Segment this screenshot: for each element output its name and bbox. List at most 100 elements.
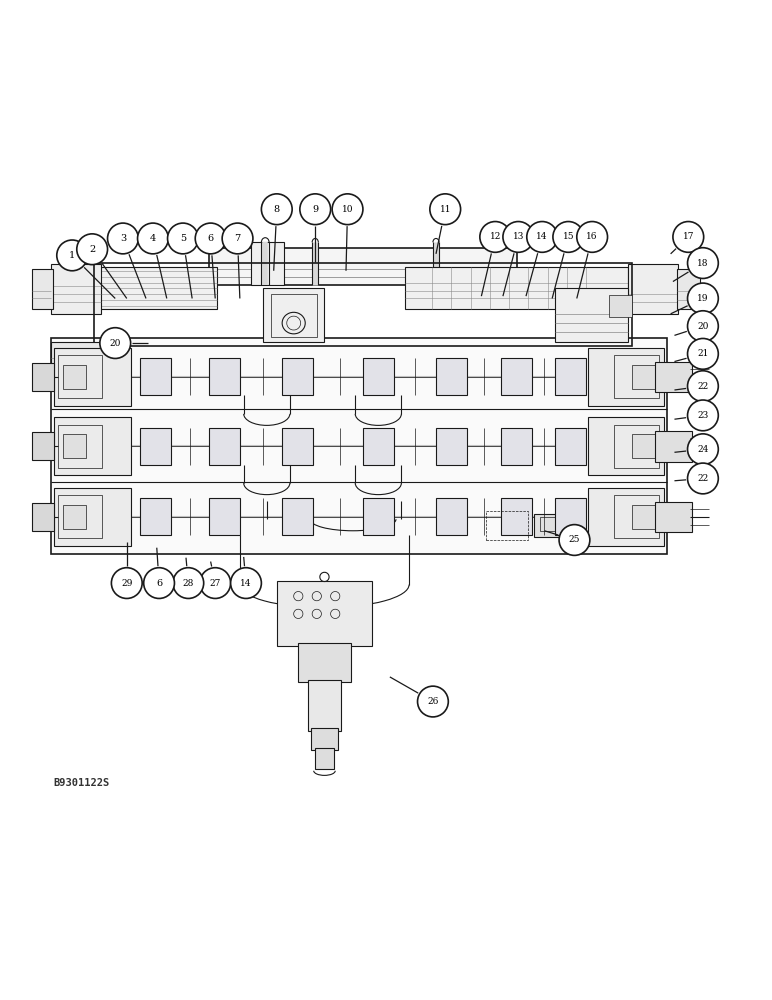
FancyBboxPatch shape [665, 363, 686, 391]
Circle shape [688, 463, 718, 494]
Text: 10: 10 [342, 205, 354, 214]
FancyBboxPatch shape [209, 248, 516, 285]
FancyBboxPatch shape [501, 498, 532, 535]
Text: 14: 14 [537, 232, 548, 241]
FancyBboxPatch shape [655, 431, 692, 462]
FancyBboxPatch shape [555, 288, 628, 342]
FancyBboxPatch shape [677, 269, 700, 309]
Circle shape [222, 223, 253, 254]
FancyBboxPatch shape [32, 432, 54, 460]
Circle shape [144, 568, 174, 598]
FancyBboxPatch shape [52, 264, 101, 314]
Text: 23: 23 [697, 411, 709, 420]
Text: 14: 14 [240, 579, 252, 588]
Text: 22: 22 [697, 382, 709, 391]
FancyBboxPatch shape [282, 498, 313, 535]
FancyBboxPatch shape [436, 428, 467, 465]
Circle shape [173, 568, 204, 598]
FancyBboxPatch shape [52, 338, 667, 554]
Text: 18: 18 [697, 259, 709, 268]
FancyBboxPatch shape [587, 417, 665, 475]
Text: 6: 6 [156, 579, 162, 588]
Circle shape [688, 338, 718, 369]
FancyBboxPatch shape [54, 417, 130, 475]
FancyBboxPatch shape [277, 581, 372, 646]
Text: 12: 12 [489, 232, 501, 241]
Text: 19: 19 [697, 294, 709, 303]
Text: 5: 5 [180, 234, 186, 243]
Circle shape [503, 222, 533, 252]
Circle shape [688, 371, 718, 402]
FancyBboxPatch shape [587, 348, 665, 406]
Circle shape [527, 222, 557, 252]
Text: 15: 15 [563, 232, 574, 241]
FancyBboxPatch shape [209, 358, 240, 395]
FancyBboxPatch shape [252, 242, 283, 285]
Text: 2: 2 [89, 245, 95, 254]
FancyBboxPatch shape [363, 358, 394, 395]
Text: 1: 1 [69, 251, 76, 260]
FancyBboxPatch shape [140, 428, 171, 465]
FancyBboxPatch shape [501, 428, 532, 465]
Text: 20: 20 [110, 339, 121, 348]
FancyBboxPatch shape [555, 358, 586, 395]
Text: 3: 3 [120, 234, 126, 243]
Circle shape [577, 222, 608, 252]
FancyBboxPatch shape [436, 498, 467, 535]
FancyBboxPatch shape [140, 498, 171, 535]
FancyBboxPatch shape [140, 358, 171, 395]
Text: 11: 11 [439, 205, 451, 214]
Text: 9: 9 [312, 205, 318, 214]
FancyBboxPatch shape [63, 365, 86, 389]
Circle shape [430, 194, 461, 225]
FancyBboxPatch shape [63, 505, 86, 529]
FancyBboxPatch shape [436, 358, 467, 395]
FancyBboxPatch shape [54, 348, 130, 406]
FancyBboxPatch shape [315, 748, 334, 769]
FancyBboxPatch shape [209, 498, 240, 535]
Circle shape [688, 311, 718, 342]
Circle shape [300, 194, 330, 225]
Circle shape [100, 328, 130, 358]
FancyBboxPatch shape [555, 428, 586, 465]
FancyBboxPatch shape [307, 680, 341, 731]
Text: 6: 6 [208, 234, 214, 243]
Circle shape [111, 568, 142, 598]
FancyBboxPatch shape [363, 498, 394, 535]
Text: 8: 8 [274, 205, 279, 214]
Text: 16: 16 [587, 232, 598, 241]
FancyBboxPatch shape [665, 432, 686, 460]
FancyBboxPatch shape [632, 365, 655, 389]
FancyBboxPatch shape [665, 503, 686, 531]
Text: 25: 25 [569, 535, 581, 544]
Text: 20: 20 [697, 322, 709, 331]
Circle shape [200, 568, 231, 598]
Circle shape [673, 222, 704, 252]
FancyBboxPatch shape [297, 643, 351, 682]
FancyBboxPatch shape [282, 358, 313, 395]
FancyBboxPatch shape [628, 264, 679, 314]
Circle shape [559, 525, 590, 555]
FancyBboxPatch shape [655, 362, 692, 392]
FancyBboxPatch shape [54, 488, 130, 546]
FancyBboxPatch shape [263, 288, 324, 342]
Circle shape [688, 434, 718, 465]
FancyBboxPatch shape [52, 342, 101, 373]
Text: 27: 27 [209, 579, 221, 588]
Text: 28: 28 [183, 579, 194, 588]
FancyBboxPatch shape [363, 428, 394, 465]
Circle shape [553, 222, 584, 252]
FancyBboxPatch shape [32, 503, 54, 531]
FancyBboxPatch shape [63, 434, 86, 458]
Circle shape [231, 568, 262, 598]
FancyBboxPatch shape [632, 434, 655, 458]
Circle shape [137, 223, 168, 254]
FancyBboxPatch shape [655, 502, 692, 532]
FancyBboxPatch shape [209, 428, 240, 465]
FancyBboxPatch shape [632, 505, 655, 529]
Text: 22: 22 [697, 474, 709, 483]
Circle shape [262, 194, 292, 225]
Circle shape [76, 234, 107, 265]
FancyBboxPatch shape [555, 498, 586, 535]
FancyBboxPatch shape [310, 728, 338, 750]
